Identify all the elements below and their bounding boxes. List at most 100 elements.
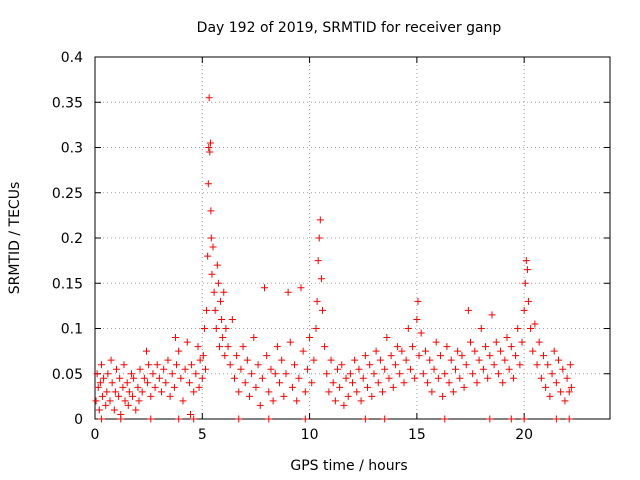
data-point — [402, 356, 410, 364]
data-point — [132, 406, 140, 414]
data-point — [381, 415, 389, 423]
data-point — [353, 388, 361, 396]
y-tick-label: 0 — [74, 412, 83, 428]
data-point — [263, 352, 271, 360]
data-point — [552, 379, 560, 387]
data-point — [140, 374, 148, 382]
data-point — [317, 275, 325, 283]
data-point — [96, 379, 104, 387]
data-point — [303, 365, 311, 373]
data-point — [364, 383, 372, 391]
data-point — [473, 379, 481, 387]
data-point — [143, 347, 150, 355]
data-point — [93, 370, 101, 378]
data-point — [181, 365, 189, 373]
data-point — [188, 361, 196, 369]
data-point — [505, 365, 513, 373]
data-point — [521, 279, 529, 287]
data-point — [267, 365, 275, 373]
data-point — [205, 94, 213, 102]
data-point — [168, 370, 176, 378]
data-point — [119, 383, 127, 391]
data-point — [284, 288, 292, 296]
data-point — [441, 415, 449, 423]
y-tick-label: 0.25 — [52, 186, 83, 202]
data-point — [413, 315, 421, 323]
data-point — [414, 297, 422, 305]
data-point — [124, 401, 132, 409]
data-point — [552, 415, 560, 423]
data-point — [523, 266, 531, 274]
data-point — [479, 365, 487, 373]
data-point — [95, 406, 103, 414]
data-point — [135, 397, 143, 405]
data-point — [514, 325, 522, 332]
data-point — [376, 356, 384, 364]
data-point — [471, 347, 479, 355]
data-point — [212, 325, 220, 332]
data-point — [306, 334, 314, 342]
data-point — [204, 180, 212, 188]
data-point — [445, 379, 453, 387]
data-point — [325, 388, 333, 396]
data-point — [557, 388, 565, 396]
data-point — [282, 370, 290, 378]
data-point — [207, 234, 215, 242]
data-point — [173, 361, 181, 369]
data-point — [195, 383, 203, 391]
data-point — [162, 379, 170, 387]
data-point — [355, 365, 363, 373]
data-point — [271, 370, 279, 378]
data-point — [221, 352, 229, 360]
data-point — [280, 392, 288, 400]
data-point — [185, 379, 193, 387]
data-point — [484, 374, 492, 382]
data-point — [387, 352, 395, 360]
data-point — [310, 356, 318, 364]
data-point — [235, 415, 243, 423]
data-point — [226, 361, 234, 369]
data-point — [417, 329, 425, 337]
data-point — [217, 297, 225, 305]
y-tick-label: 0.05 — [52, 367, 83, 383]
data-point — [452, 365, 459, 373]
data-point — [269, 397, 277, 405]
data-point — [117, 415, 125, 423]
data-point — [372, 347, 380, 355]
data-point — [112, 365, 120, 373]
data-point — [198, 374, 206, 382]
data-point — [548, 370, 556, 378]
data-point — [224, 343, 232, 351]
data-point — [175, 347, 183, 355]
data-point — [99, 392, 107, 400]
data-point — [230, 374, 238, 382]
data-point — [359, 374, 367, 382]
data-point — [321, 343, 329, 351]
data-point — [200, 325, 208, 332]
chart-title: Day 192 of 2019, SRMTID for receiver gan… — [197, 20, 502, 36]
data-point — [254, 361, 262, 369]
data-point — [170, 383, 178, 391]
data-point — [293, 397, 301, 405]
y-tick-label: 0.1 — [61, 322, 83, 338]
data-point — [151, 383, 159, 391]
data-point — [250, 334, 258, 342]
data-point — [278, 356, 286, 364]
data-point — [318, 306, 326, 314]
data-point — [398, 347, 406, 355]
plot-frame — [94, 56, 611, 420]
data-point — [297, 284, 305, 292]
data-point — [166, 392, 174, 400]
data-point — [469, 370, 477, 378]
data-point — [115, 392, 123, 400]
data-point — [512, 352, 520, 360]
data-point — [106, 397, 114, 405]
data-point — [147, 415, 155, 423]
data-point — [314, 257, 322, 265]
data-point — [192, 370, 200, 378]
grid — [95, 57, 610, 419]
data-point — [507, 415, 515, 423]
data-point — [563, 374, 571, 382]
data-point — [527, 325, 535, 332]
